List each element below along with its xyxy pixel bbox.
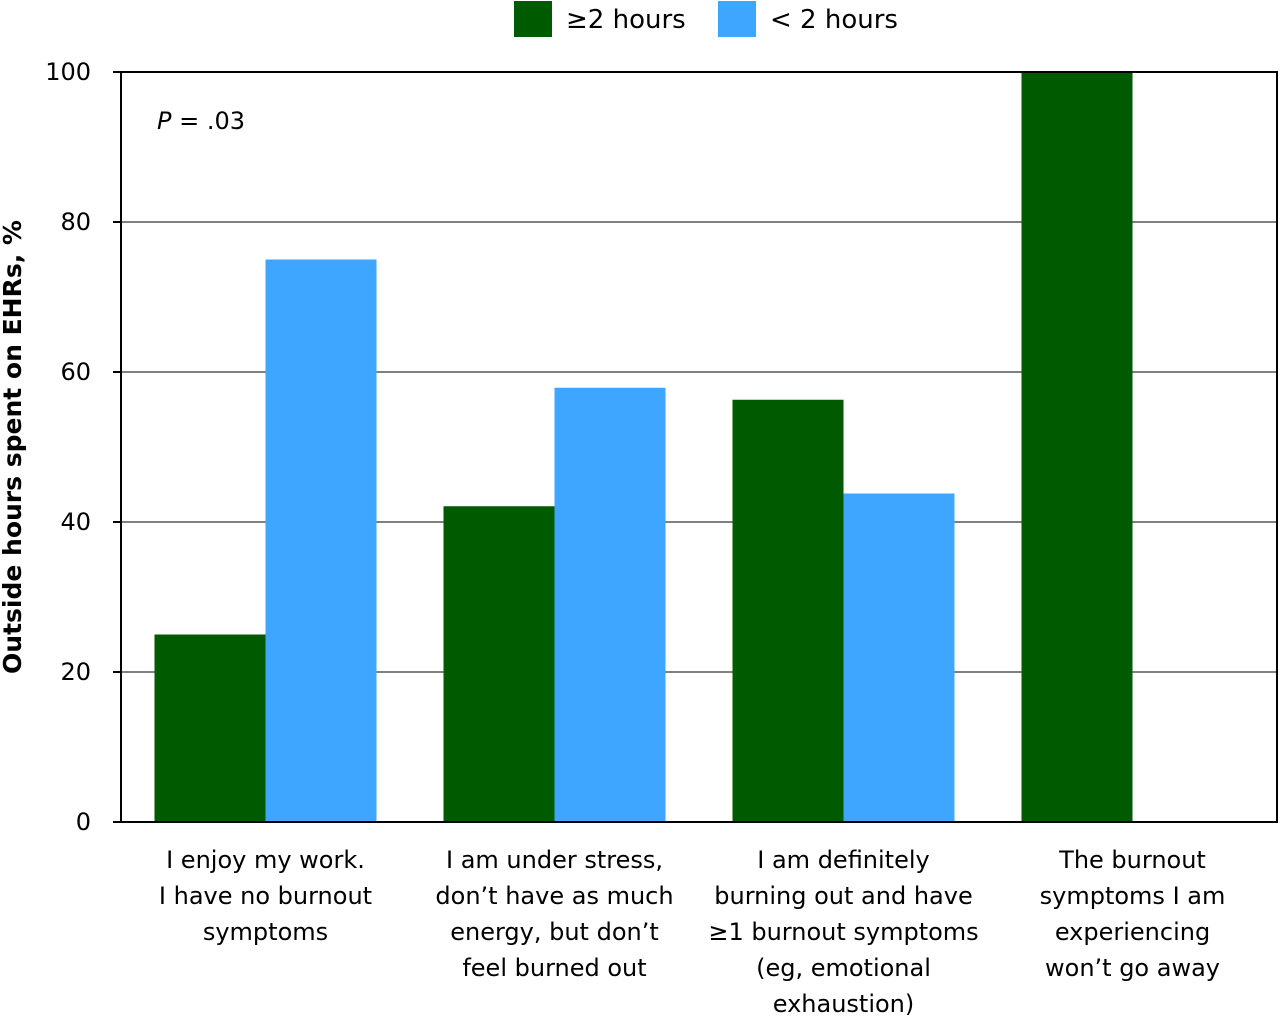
legend-swatch bbox=[718, 1, 756, 37]
category-label-line: burning out and have bbox=[714, 882, 972, 910]
category-label-line: feel burned out bbox=[462, 954, 646, 982]
legend: ≥2 hours < 2 hours bbox=[514, 1, 898, 37]
category-labels: I enjoy my work. I have no burnout symptom… bbox=[159, 846, 1225, 1018]
bar bbox=[843, 493, 955, 822]
legend-label: < 2 hours bbox=[770, 5, 898, 35]
category-label-line: energy, but don’t bbox=[450, 918, 659, 946]
bar bbox=[732, 399, 844, 822]
y-ticks: 0 20 40 60 80 100 bbox=[45, 58, 121, 836]
y-tick-label: 80 bbox=[60, 208, 91, 236]
category-label: I am under stress, don’t have as much ener… bbox=[435, 846, 673, 982]
legend-label: ≥2 hours bbox=[566, 5, 686, 35]
category-label-line: exhaustion) bbox=[773, 990, 915, 1018]
y-axis-label: Outside hours spent on EHRs, % bbox=[0, 220, 27, 674]
category-label-line: I am definitely bbox=[757, 846, 929, 874]
category-label-line: The burnout bbox=[1058, 846, 1206, 874]
y-tick-label: 0 bbox=[76, 808, 91, 836]
y-tick-label: 40 bbox=[60, 508, 91, 536]
category-label: I enjoy my work. I have no burnout symptom… bbox=[159, 846, 372, 946]
bar bbox=[554, 387, 666, 822]
bars bbox=[154, 72, 1244, 822]
category-label-line: ≥1 burnout symptoms bbox=[708, 918, 978, 946]
y-tick-label: 100 bbox=[45, 58, 91, 86]
category-label-line: won’t go away bbox=[1045, 954, 1220, 982]
category-label-line: I have no burnout bbox=[159, 882, 372, 910]
category-label-line: I enjoy my work. bbox=[166, 846, 365, 874]
bar bbox=[443, 506, 555, 822]
bar bbox=[265, 259, 377, 822]
category-label-line: symptoms I am bbox=[1040, 882, 1226, 910]
category-label-line: (eg, emotional bbox=[756, 954, 931, 982]
bar bbox=[154, 634, 266, 822]
category-label: I am definitely burning out and have ≥1 bu… bbox=[708, 846, 978, 1018]
y-tick-label: 60 bbox=[60, 358, 91, 386]
category-label-line: symptoms bbox=[203, 918, 328, 946]
category-label-line: I am under stress, bbox=[446, 846, 663, 874]
category-label-line: don’t have as much bbox=[435, 882, 673, 910]
p-value-annotation: P = .03 bbox=[157, 107, 245, 135]
category-label: The burnout symptoms I am experiencing won’… bbox=[1040, 846, 1226, 982]
legend-swatch bbox=[514, 1, 552, 37]
bar bbox=[1021, 72, 1133, 822]
y-tick-label: 20 bbox=[60, 658, 91, 686]
category-label-line: experiencing bbox=[1055, 918, 1210, 946]
plot-frame bbox=[120, 71, 1278, 823]
